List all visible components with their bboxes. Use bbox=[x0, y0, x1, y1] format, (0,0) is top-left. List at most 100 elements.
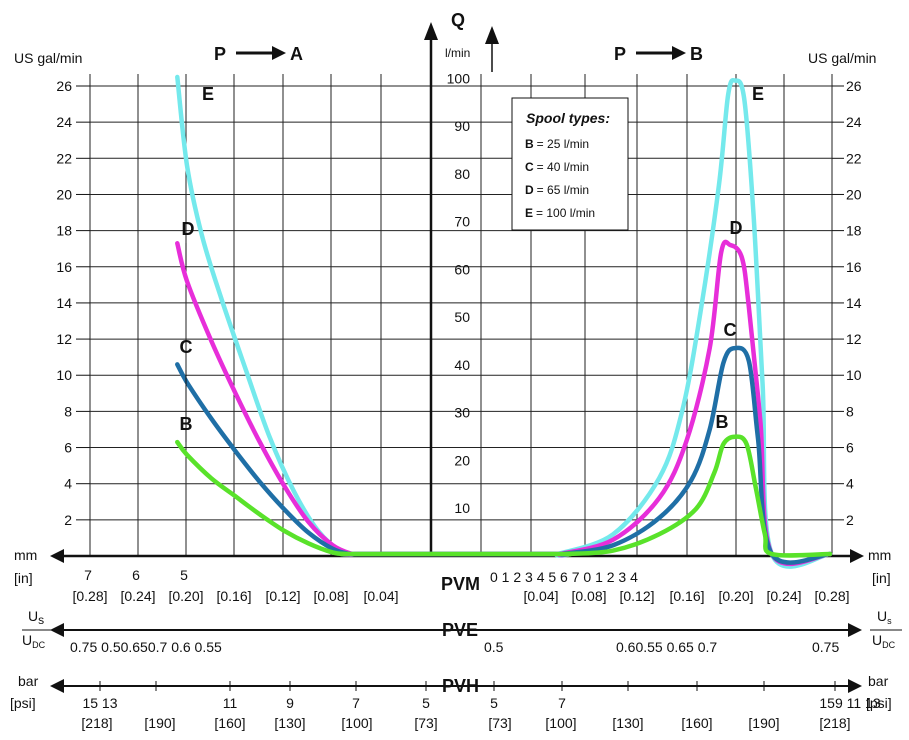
q-axis-unit: l/min bbox=[445, 46, 470, 60]
left-axis-tick: 24 bbox=[56, 114, 72, 130]
x-tick-in: [0.28] bbox=[814, 588, 849, 604]
right-axis-tick: 4 bbox=[846, 476, 854, 492]
x-axis-arrow-left bbox=[50, 549, 64, 563]
x-unit-in-left: [in] bbox=[14, 570, 33, 586]
right-axis-tick: 24 bbox=[846, 114, 862, 130]
direction-right-p: P bbox=[614, 44, 626, 64]
series-label-C: C bbox=[180, 337, 193, 357]
x-unit-mm-left: mm bbox=[14, 547, 37, 563]
chart-grid bbox=[50, 22, 864, 563]
left-axis-tick: 20 bbox=[56, 186, 72, 202]
series-label-D: D bbox=[730, 218, 743, 238]
left-axis-tick: 2 bbox=[64, 512, 72, 528]
curves bbox=[175, 74, 833, 569]
pvm-center-digits: 0 1 2 3 4 5 6 7 0 1 2 3 4 bbox=[490, 569, 638, 585]
x-tick-in: [0.12] bbox=[619, 588, 654, 604]
legend-title: Spool types: bbox=[526, 110, 610, 126]
q-axis-tick: 70 bbox=[454, 214, 470, 230]
pve-left-values: 0.75 0.50.650.7 0.6 0.55 bbox=[70, 639, 222, 655]
direction-left-p: P bbox=[214, 44, 226, 64]
pvh-bar-tick: 9 bbox=[286, 695, 294, 711]
series-label-E: E bbox=[752, 84, 764, 104]
x-tick-mm: 5 bbox=[180, 567, 188, 583]
pve-label: PVE bbox=[442, 620, 478, 640]
series-label-C: C bbox=[724, 320, 737, 340]
right-axis-tick: 22 bbox=[846, 150, 862, 166]
x-unit-in-right: [in] bbox=[872, 570, 891, 586]
pve-right-values-b: 0.60.55 0.65 0.7 bbox=[616, 639, 717, 655]
q-axis-tick: 10 bbox=[454, 500, 470, 516]
legend: Spool types: B = 25 l/min C = 40 l/min D = … bbox=[511, 97, 629, 231]
q-axis-arrow bbox=[424, 22, 438, 40]
pvh-bar-tick: 159 11 13 bbox=[819, 695, 880, 711]
pvh-psi-tick: [218] bbox=[81, 715, 112, 731]
right-axis-tick: 6 bbox=[846, 440, 854, 456]
pvh-unit-bar-left: bar bbox=[18, 673, 39, 689]
right-axis-tick: 18 bbox=[846, 223, 862, 239]
left-axis-tick: 14 bbox=[56, 295, 72, 311]
left-axis-tick: 12 bbox=[56, 331, 72, 347]
right-axis-label: US gal/min bbox=[808, 50, 876, 66]
direction-arrow-left bbox=[236, 46, 286, 60]
left-axis-tick: 6 bbox=[64, 440, 72, 456]
pvh-psi-tick: [100] bbox=[341, 715, 372, 731]
left-axis-tick: 22 bbox=[56, 150, 72, 166]
pve-right-values-a: 0.5 bbox=[484, 639, 504, 655]
series-curve-B bbox=[175, 434, 833, 558]
pve-us-label-right: Us bbox=[877, 608, 892, 626]
left-axis-tick: 16 bbox=[56, 259, 72, 275]
series-label-D: D bbox=[182, 219, 195, 239]
direction-left-a: A bbox=[290, 44, 303, 64]
q-axis-tick: 30 bbox=[454, 405, 470, 421]
x-tick-in: [0.24] bbox=[766, 588, 801, 604]
pvh-psi-tick: [130] bbox=[274, 715, 305, 731]
pvh-bar-tick: 11 bbox=[223, 695, 238, 711]
x-tick-mm: 6 bbox=[132, 567, 140, 583]
direction-right-b: B bbox=[690, 44, 703, 64]
q-axis-tick: 40 bbox=[454, 357, 470, 373]
series-curve-E bbox=[175, 74, 833, 569]
right-axis-tick: 2 bbox=[846, 512, 854, 528]
pvh-bar-tick: 7 bbox=[352, 695, 360, 711]
x-tick-in: [0.16] bbox=[216, 588, 251, 604]
pvh-psi-tick: [130] bbox=[612, 715, 643, 731]
series-label-B: B bbox=[716, 412, 729, 432]
legend-entry: C = 40 l/min bbox=[525, 160, 589, 174]
left-axis-tick: 8 bbox=[64, 403, 72, 419]
right-axis-tick: 26 bbox=[846, 78, 862, 94]
pve-udc-label-right: UDC bbox=[872, 632, 896, 650]
right-axis-tick: 8 bbox=[846, 403, 854, 419]
q-axis-tick: 60 bbox=[454, 261, 470, 277]
x-tick-in: [0.16] bbox=[669, 588, 704, 604]
x-tick-in: [0.04] bbox=[363, 588, 398, 604]
right-axis-tick: 20 bbox=[846, 186, 862, 202]
pvh-bar-tick: 7 bbox=[558, 695, 566, 711]
x-tick-in: [0.12] bbox=[265, 588, 300, 604]
pvh-bar-tick: 15 13 bbox=[82, 695, 117, 711]
right-axis-tick: 16 bbox=[846, 259, 862, 275]
x-tick-in: [0.20] bbox=[168, 588, 203, 604]
left-axis-tick: 4 bbox=[64, 476, 72, 492]
legend-entry: D = 65 l/min bbox=[525, 183, 589, 197]
pvh-psi-tick: [218] bbox=[819, 715, 850, 731]
pve-us-label: Us bbox=[28, 608, 44, 627]
pvh-unit-psi-left: [psi] bbox=[10, 695, 36, 711]
pvh-psi-tick: [190] bbox=[144, 715, 175, 731]
x-tick-in: [0.08] bbox=[571, 588, 606, 604]
q-axis-tick: 20 bbox=[454, 452, 470, 468]
pvh-psi-tick: [73] bbox=[488, 715, 511, 731]
pvh-psi-tick: [160] bbox=[681, 715, 712, 731]
pvh-bar-tick: 5 bbox=[490, 695, 498, 711]
x-axis-arrow-right bbox=[850, 549, 864, 563]
q-axis-tick: 80 bbox=[454, 166, 470, 182]
right-axis-tick: 14 bbox=[846, 295, 862, 311]
pvh-label: PVH bbox=[442, 676, 479, 696]
chart-labels: 2468101214161820222426246810121416182022… bbox=[56, 70, 880, 731]
pvm-label: PVM bbox=[441, 574, 480, 594]
x-tick-in: [0.24] bbox=[120, 588, 155, 604]
legend-entry: E = 100 l/min bbox=[525, 206, 595, 220]
pve-right-values-c: 0.75 bbox=[812, 639, 839, 655]
left-axis-label: US gal/min bbox=[14, 50, 82, 66]
